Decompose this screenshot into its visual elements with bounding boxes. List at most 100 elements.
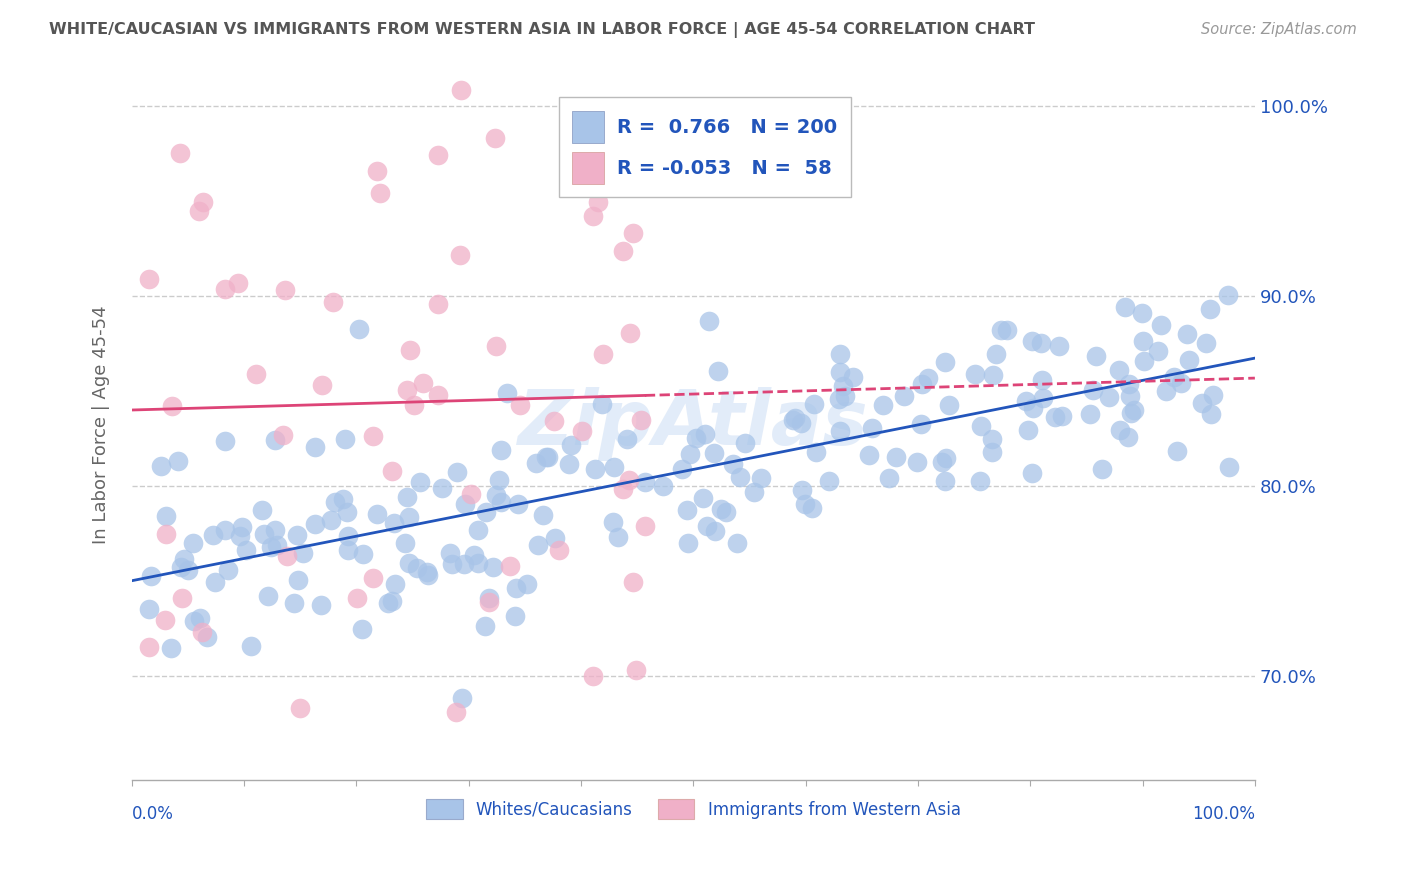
Point xyxy=(790,416,813,430)
Point xyxy=(475,505,498,519)
Point xyxy=(169,146,191,161)
Point xyxy=(537,450,560,464)
Point xyxy=(394,536,416,550)
Point xyxy=(1047,339,1070,353)
Point xyxy=(253,527,276,541)
Point xyxy=(426,387,449,401)
Point xyxy=(557,457,579,471)
Point xyxy=(970,419,993,434)
Point xyxy=(245,368,267,382)
Point xyxy=(453,497,475,511)
Point xyxy=(858,448,880,462)
Point xyxy=(602,515,624,529)
Point xyxy=(721,457,744,471)
Text: R = -0.053   N =  58: R = -0.053 N = 58 xyxy=(617,159,832,178)
Point xyxy=(676,535,699,549)
Point xyxy=(170,560,193,574)
Point xyxy=(1114,300,1136,314)
Point xyxy=(366,508,388,522)
Point xyxy=(524,456,547,470)
Point xyxy=(489,494,512,508)
Point xyxy=(980,445,1002,459)
Point xyxy=(1081,383,1104,397)
Point xyxy=(1029,336,1052,351)
Point xyxy=(860,421,883,435)
Point xyxy=(350,622,373,636)
Point xyxy=(382,516,405,530)
Point xyxy=(800,500,823,515)
Point xyxy=(591,397,613,411)
Point xyxy=(1021,334,1043,348)
Point xyxy=(335,505,357,519)
Point xyxy=(166,454,188,468)
Point xyxy=(398,343,420,357)
Point xyxy=(695,427,717,442)
Point xyxy=(1170,376,1192,390)
Point xyxy=(398,510,420,524)
Point xyxy=(450,83,472,97)
Point xyxy=(675,503,697,517)
Point xyxy=(266,538,288,552)
Legend: Whites/Caucasians, Immigrants from Western Asia: Whites/Caucasians, Immigrants from Weste… xyxy=(419,793,967,825)
Point xyxy=(1021,466,1043,480)
Point xyxy=(692,491,714,505)
Point xyxy=(619,473,641,487)
Point xyxy=(257,589,280,603)
Point xyxy=(467,523,489,537)
Point xyxy=(612,244,634,258)
Point xyxy=(828,424,851,438)
Point xyxy=(651,478,673,492)
Point xyxy=(416,565,439,579)
Point xyxy=(872,398,894,412)
Point xyxy=(1199,407,1222,421)
Point xyxy=(806,445,828,459)
Point xyxy=(153,614,176,628)
Point xyxy=(1080,407,1102,421)
Text: Source: ZipAtlas.com: Source: ZipAtlas.com xyxy=(1201,22,1357,37)
Text: WHITE/CAUCASIAN VS IMMIGRANTS FROM WESTERN ASIA IN LABOR FORCE | AGE 45-54 CORRE: WHITE/CAUCASIAN VS IMMIGRANTS FROM WESTE… xyxy=(49,22,1035,38)
Point xyxy=(1177,326,1199,341)
Point xyxy=(749,471,772,485)
Point xyxy=(1098,390,1121,404)
Point xyxy=(934,475,956,489)
Point xyxy=(250,503,273,517)
Point xyxy=(934,355,956,369)
Point xyxy=(239,639,262,653)
Point xyxy=(406,560,429,574)
Point xyxy=(1032,392,1054,406)
Point xyxy=(304,440,326,454)
Point xyxy=(430,481,453,495)
Point xyxy=(621,226,644,240)
Point xyxy=(441,558,464,572)
Point xyxy=(460,487,482,501)
Point xyxy=(592,347,614,361)
Point xyxy=(381,463,404,477)
Point xyxy=(710,502,733,516)
Point xyxy=(139,569,162,583)
Point xyxy=(337,528,360,542)
Point xyxy=(478,595,501,609)
Point xyxy=(531,508,554,522)
Point xyxy=(1052,409,1074,423)
Point xyxy=(226,276,249,290)
Point xyxy=(217,563,239,577)
Point xyxy=(416,568,439,582)
Point xyxy=(877,471,900,485)
Point xyxy=(621,575,644,590)
Point xyxy=(830,365,852,379)
Point xyxy=(588,195,610,210)
Point xyxy=(803,397,825,411)
Point xyxy=(634,518,657,533)
Point xyxy=(1043,410,1066,425)
Point xyxy=(489,442,512,457)
Point xyxy=(834,389,856,403)
Point xyxy=(384,577,406,591)
Point xyxy=(183,614,205,628)
Point xyxy=(352,548,374,562)
Point xyxy=(911,376,934,391)
Point xyxy=(624,663,647,677)
Point xyxy=(322,294,344,309)
Point xyxy=(467,556,489,570)
Point xyxy=(150,458,173,473)
Point xyxy=(204,575,226,590)
